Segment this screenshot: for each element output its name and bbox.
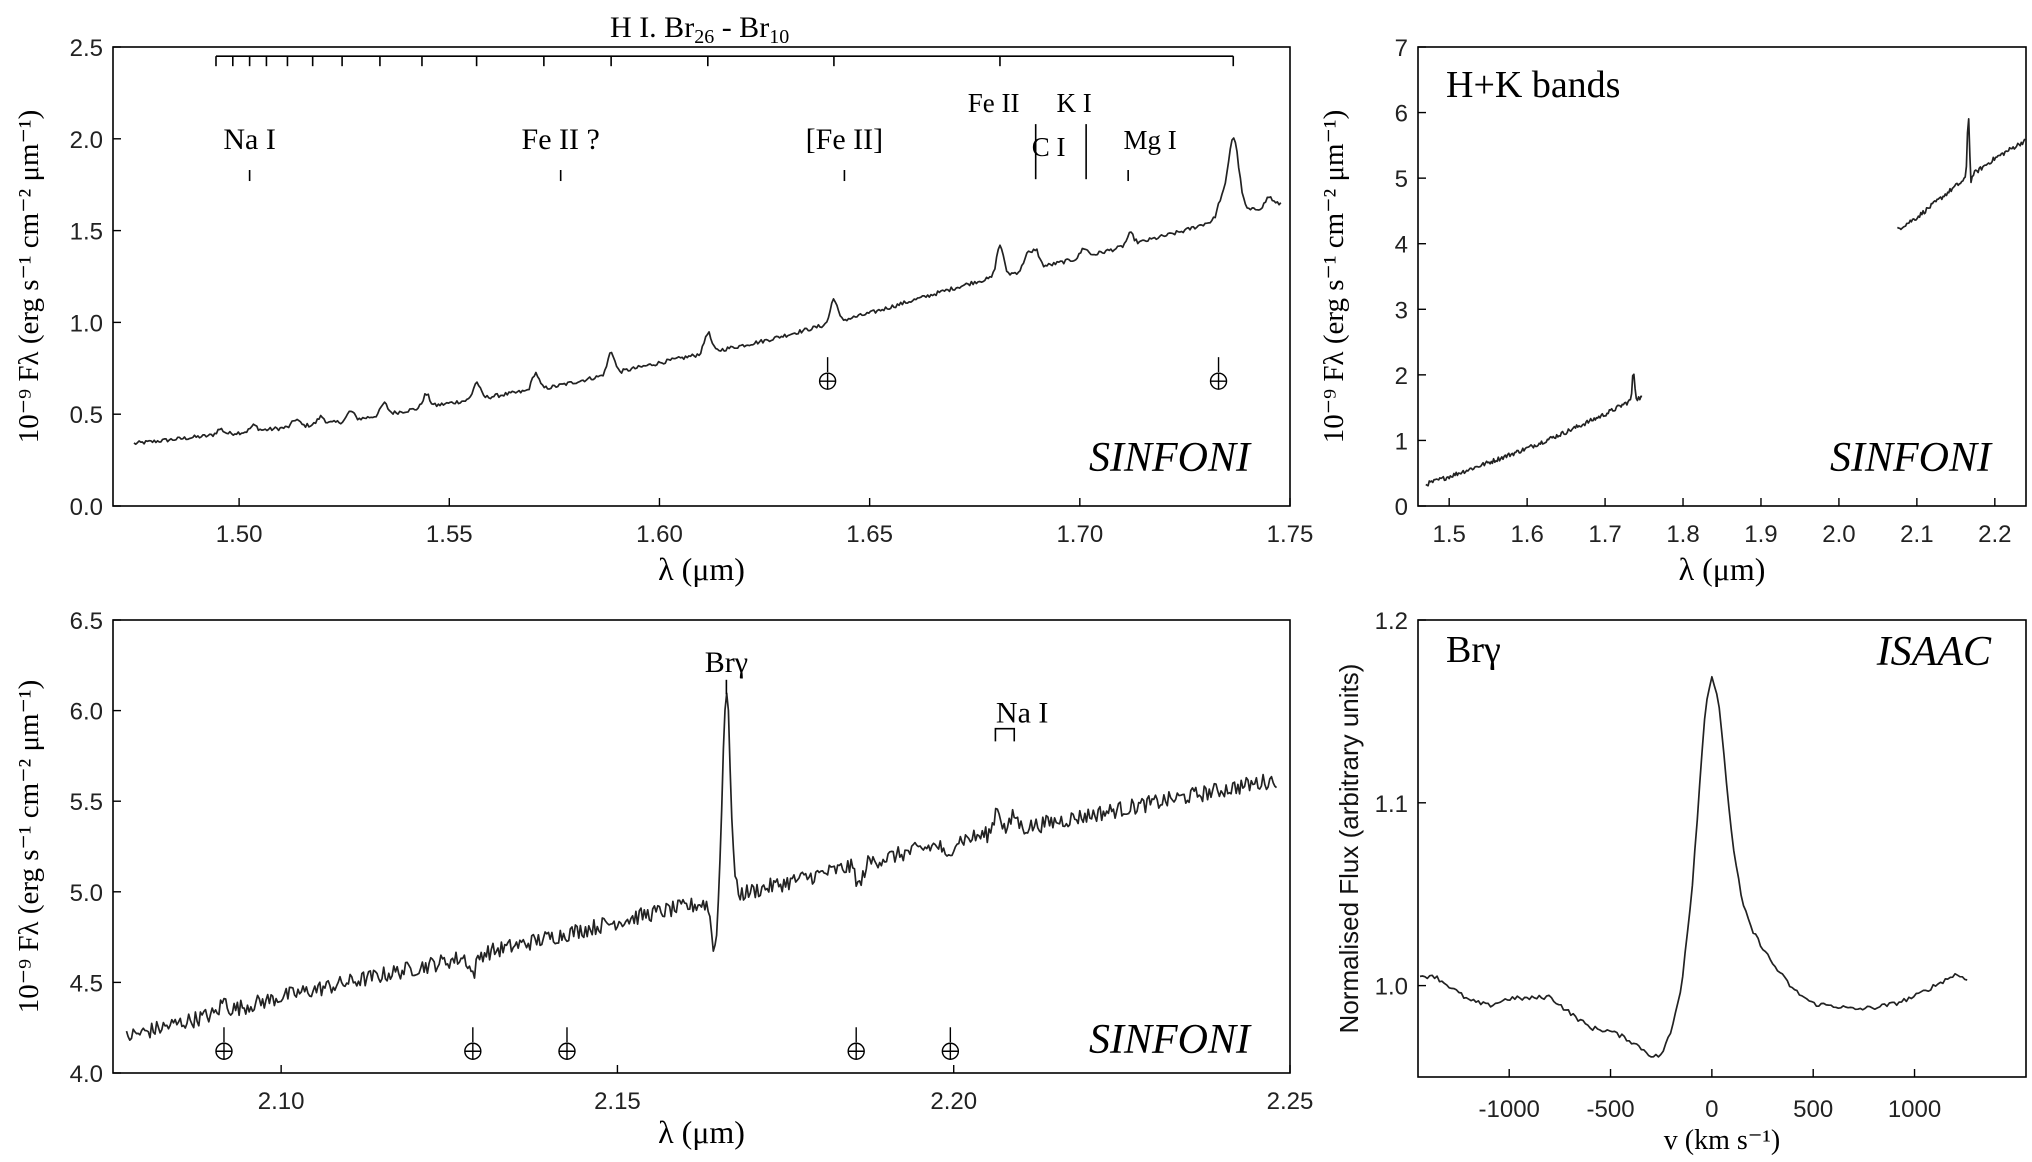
y-tick-label: 3 <box>1395 297 1408 324</box>
y-tick-label: 1 <box>1395 428 1408 455</box>
panel-isaac: -1000 -500 0 500 1000 1.0 1.1 1.2 Brγ ISAAC Normal… <box>1334 608 2027 1156</box>
nai-bracket <box>994 727 1016 742</box>
h-segment <box>1425 373 1643 487</box>
instrument-label: SINFONI <box>1830 435 1993 481</box>
instrument-label: SINFONI <box>1089 435 1252 481</box>
y-tick-label: 1.0 <box>70 310 103 337</box>
instrument-label: ISAAC <box>1876 629 1992 675</box>
line-label: [Fe II] <box>806 123 883 156</box>
y-tick-label: 6 <box>1395 101 1408 128</box>
x-tick-label: 1.5 <box>1432 521 1465 548</box>
y-tick-label: 5.5 <box>70 789 103 816</box>
y-tick-label: 1.0 <box>1375 974 1408 1001</box>
x-tick-label: 1.75 <box>1267 521 1314 548</box>
x-tick-label: 1.6 <box>1510 521 1543 548</box>
bry-profile <box>1419 675 1968 1058</box>
y-tick-label: 1.5 <box>70 219 103 246</box>
x-tick-label: 1.50 <box>216 521 263 548</box>
y-tick-label: 0.0 <box>70 494 103 521</box>
x-tick-label: 2.25 <box>1267 1088 1314 1115</box>
x-tick-label: -500 <box>1587 1096 1635 1123</box>
y-tick-label: 6.0 <box>70 699 103 726</box>
panel-hk: 1.5 1.6 1.7 1.8 1.9 2.0 2.1 2.2 0 1 2 3 4 5 6 7 H+K band… <box>1318 35 2027 587</box>
x-tick-label: 1000 <box>1888 1096 1941 1123</box>
x-axis-label: λ (μm) <box>1679 551 1766 587</box>
x-tick-label: 1.65 <box>846 521 893 548</box>
line-label: Fe II <box>968 88 1020 118</box>
x-tick-label: 1.9 <box>1744 521 1777 548</box>
x-tick-label: 1.70 <box>1056 521 1103 548</box>
x-tick-label: 0 <box>1705 1096 1718 1123</box>
y-tick-label: 1.2 <box>1375 608 1408 635</box>
hi-series-label: H I. Br26 - Br10 <box>610 11 789 48</box>
line-label: Fe II ? <box>522 123 600 156</box>
x-tick-label: 2.0 <box>1822 521 1855 548</box>
y-tick-label: 2.0 <box>70 127 103 154</box>
y-tick-label: 6.5 <box>70 608 103 635</box>
x-tick-label: 2.1 <box>1900 521 1933 548</box>
y-axis-label: 10⁻⁹ Fλ (erg s⁻¹ cm⁻² μm⁻¹) <box>13 680 45 1014</box>
y-tick-label: 7 <box>1395 35 1408 62</box>
y-axis-label: 10⁻⁹ Fλ (erg s⁻¹ cm⁻² μm⁻¹) <box>1318 110 1350 444</box>
x-tick-label: 1.8 <box>1666 521 1699 548</box>
instrument-label: SINFONI <box>1089 1017 1252 1063</box>
y-tick-label: 4.0 <box>70 1061 103 1088</box>
y-axis-label: Normalised Flux (arbitrary units) <box>1334 664 1364 1034</box>
kband-spectrum <box>125 692 1278 1041</box>
band-label: H+K bands <box>1446 64 1620 106</box>
y-tick-label: 5.0 <box>70 880 103 907</box>
x-tick-label: 1.55 <box>426 521 473 548</box>
hband-spectrum <box>133 137 1282 446</box>
x-tick-label: 2.10 <box>258 1088 305 1115</box>
line-label: Brγ <box>1446 629 1501 671</box>
bry-label: Brγ <box>705 646 748 679</box>
line-label: Mg I <box>1124 125 1177 155</box>
isaac-frame <box>1417 619 2027 1078</box>
line-label: Na I <box>223 123 275 156</box>
k-segment <box>1896 118 2026 231</box>
x-axis-label: v (km s⁻¹) <box>1664 1125 1781 1156</box>
y-tick-label: 2 <box>1395 363 1408 390</box>
x-axis-label: λ (μm) <box>658 1114 745 1150</box>
y-tick-label: 4.5 <box>70 970 103 997</box>
y-tick-label: 0 <box>1395 494 1408 521</box>
x-tick-label: 500 <box>1793 1096 1833 1123</box>
x-tick-label: 1.60 <box>636 521 683 548</box>
hband-frame <box>112 46 1291 507</box>
x-tick-label: 2.2 <box>1978 521 2011 548</box>
nai-label: Na I <box>996 697 1048 730</box>
kband-frame <box>112 619 1291 1074</box>
x-tick-label: 1.7 <box>1588 521 1621 548</box>
x-tick-label: 2.20 <box>930 1088 977 1115</box>
panel-hband: 1.50 1.55 1.60 1.65 1.70 1.75 0.0 0.5 1.0 1.5 2.0 2… <box>13 11 1313 587</box>
y-tick-label: 1.1 <box>1375 791 1408 818</box>
y-axis-label: 10⁻⁹ Fλ (erg s⁻¹ cm⁻² μm⁻¹) <box>13 110 45 444</box>
line-label: K I <box>1057 88 1092 118</box>
y-tick-label: 0.5 <box>70 402 103 429</box>
x-axis-label: λ (μm) <box>658 551 745 587</box>
y-tick-label: 5 <box>1395 166 1408 193</box>
line-label: C I <box>1032 132 1066 162</box>
x-tick-label: 2.15 <box>594 1088 641 1115</box>
hk-frame <box>1417 46 2027 507</box>
y-tick-label: 4 <box>1395 232 1408 259</box>
x-tick-label: -1000 <box>1479 1096 1540 1123</box>
y-tick-label: 2.5 <box>70 35 103 62</box>
panel-kband: 2.10 2.15 2.20 2.25 4.0 4.5 5.0 5.5 6.0 6.5 Brγ Na … <box>13 608 1313 1150</box>
